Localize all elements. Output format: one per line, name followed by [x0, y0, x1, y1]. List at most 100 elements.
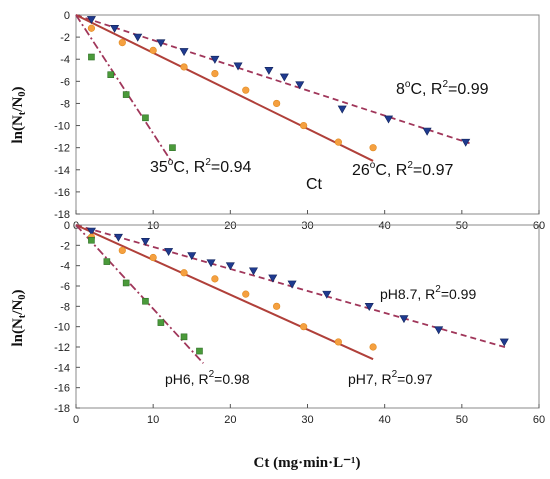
x-axis-bottom: 0 10 20 30 40 50 60: [73, 404, 545, 426]
annotation-26c: 26oC, R2=0.97: [352, 160, 454, 179]
plot-area-bottom: [75, 224, 540, 409]
y-tick-label: -8: [60, 301, 70, 313]
data-point: [334, 338, 342, 346]
data-point: [140, 237, 150, 246]
data-point: [264, 66, 274, 75]
x-tick-label: 30: [301, 414, 313, 426]
y-tick-label: -14: [54, 165, 70, 177]
y-tick-label: -10: [54, 121, 70, 133]
data-point: [156, 39, 166, 48]
data-point: [110, 24, 120, 33]
data-point: [180, 269, 188, 277]
fit-line-1: [75, 224, 374, 361]
panel-bottom: 0 10 20 30 40 50 60 0 -2 -4 -6 -8 -10 -12 -14 -16 -18 l…: [10, 220, 545, 471]
y-axis-top: 0 -2 -4 -6 -8 -10 -12 -14 -16 -18: [54, 10, 80, 221]
data-point: [87, 24, 96, 32]
x-tick-label: 10: [147, 220, 159, 232]
y-tick-label: -10: [54, 322, 70, 334]
x-axis-label: Ct (mg·min·L⁻¹): [254, 455, 361, 471]
data-point: [133, 33, 143, 42]
y-axis-label-top: ln(Nt/N0): [10, 86, 28, 143]
data-point: [369, 144, 377, 152]
data-point: [169, 144, 176, 151]
y-tick-label: -6: [60, 281, 70, 293]
data-point: [180, 333, 188, 341]
data-point: [187, 252, 197, 261]
data-point: [499, 338, 509, 347]
data-point: [211, 275, 219, 283]
x-tick-label: 20: [224, 220, 236, 232]
fit-line-1: [75, 14, 374, 162]
x-tick-label: 10: [147, 414, 159, 426]
data-point: [273, 302, 281, 310]
x-tick-label: 60: [533, 414, 545, 426]
data-point: [300, 121, 308, 130]
annotation-35c: 35oC, R2=0.94: [150, 157, 252, 176]
y-tick-label: -4: [60, 54, 70, 66]
data-point: [196, 347, 203, 355]
fit-lines-top: [75, 14, 470, 164]
data-point: [233, 62, 243, 71]
data-points-bottom: [86, 227, 509, 355]
annotation-ph7: pH7, R2=0.97: [348, 369, 433, 387]
y-tick-label: -6: [60, 76, 70, 88]
y-tick-label: -16: [54, 383, 70, 395]
y-axis-bottom: 0 -2 -4 -6 -8 -10 -12 -14 -16 -18: [54, 220, 80, 415]
data-point: [248, 267, 259, 276]
annotation-8c: 8oC, R2=0.99: [396, 79, 489, 98]
data-point: [334, 138, 342, 146]
data-point: [384, 115, 394, 124]
y-tick-label: -18: [54, 403, 70, 415]
x-tick-label: 20: [224, 414, 236, 426]
y-tick-label: -12: [54, 143, 70, 155]
data-point: [86, 16, 96, 25]
data-point: [107, 71, 115, 78]
data-point: [322, 290, 332, 299]
x-tick-label: 30: [301, 220, 313, 232]
data-point: [118, 39, 126, 47]
data-point: [88, 236, 95, 244]
data-point: [180, 63, 188, 71]
fit-line-2: [75, 224, 204, 364]
data-point: [210, 55, 220, 64]
data-point: [242, 290, 250, 298]
data-point: [113, 233, 123, 242]
x-tick-label: 50: [456, 220, 468, 232]
data-point: [364, 303, 374, 311]
data-point: [399, 315, 409, 324]
data-point: [211, 69, 219, 78]
y-tick-label: -8: [60, 98, 70, 110]
data-point: [149, 253, 157, 262]
data-point: [142, 297, 149, 305]
data-point: [287, 280, 297, 289]
annotation-ph6: pH6, R2=0.98: [165, 369, 250, 387]
data-point: [86, 227, 96, 236]
data-point: [422, 127, 432, 136]
fit-line-2: [75, 14, 174, 164]
y-tick-label: 0: [64, 10, 70, 22]
x-tick-label: 40: [379, 220, 391, 232]
data-point: [337, 105, 347, 114]
data-point: [300, 323, 308, 331]
data-point: [295, 81, 305, 90]
data-point: [103, 258, 111, 265]
y-tick-label: -18: [54, 209, 70, 221]
y-tick-label: -16: [54, 187, 70, 199]
data-point: [118, 246, 126, 255]
y-tick-label: -2: [60, 240, 70, 252]
data-points-top: [86, 16, 471, 152]
data-point: [179, 48, 189, 57]
data-point: [122, 91, 130, 98]
annotation-ph87: pH8.7, R2=0.99: [380, 284, 476, 302]
data-point: [273, 99, 281, 108]
y-axis-label-bottom: ln(Nt/N0): [10, 289, 28, 346]
data-point: [225, 262, 235, 271]
y-tick-label: -14: [54, 362, 70, 374]
y-tick-label: 0: [64, 220, 70, 232]
data-point: [268, 274, 278, 283]
x-tick-label: 50: [456, 414, 468, 426]
data-point: [142, 114, 149, 122]
